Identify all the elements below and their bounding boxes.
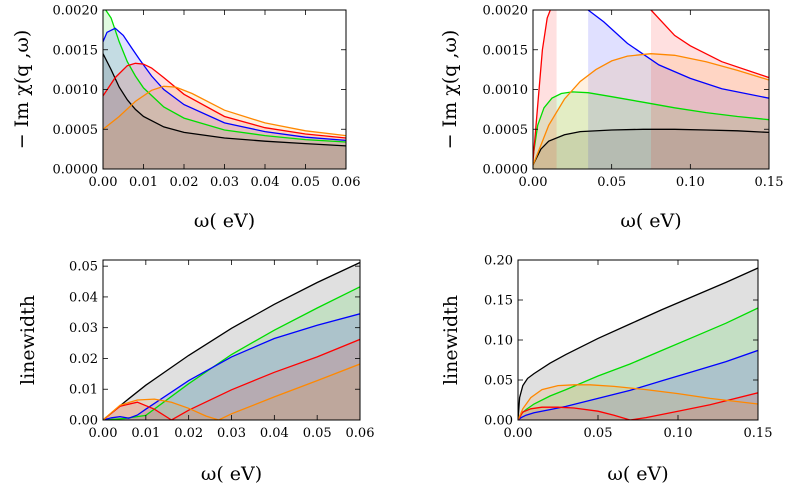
plot-area xyxy=(518,267,758,420)
x-tick-label: 0.01 xyxy=(129,175,158,190)
y-tick-label: 0.00 xyxy=(484,414,513,429)
y-axis-label: − Im χ(q ,ω) xyxy=(439,30,461,150)
series-line xyxy=(103,338,360,420)
x-tick-label: 0.02 xyxy=(170,175,199,190)
x-tick-label: 0.00 xyxy=(89,175,118,190)
series-line xyxy=(518,307,758,420)
series-line xyxy=(518,384,758,420)
series-area xyxy=(533,53,769,169)
series-line xyxy=(103,313,360,420)
series-line xyxy=(650,10,769,79)
series-area xyxy=(518,308,758,420)
y-axis-label: linewidth xyxy=(17,295,39,385)
x-tick-label: 0.03 xyxy=(210,175,239,190)
series-area xyxy=(518,268,758,420)
series-line xyxy=(533,53,769,166)
series-area xyxy=(518,350,758,420)
series-line xyxy=(103,363,360,420)
x-tick-label: 0.04 xyxy=(260,426,289,441)
x-tick-label: 0.10 xyxy=(676,175,705,190)
y-tick-label: 0.01 xyxy=(69,383,98,398)
x-tick-label: 0.15 xyxy=(744,426,773,441)
x-tick-label: 0.15 xyxy=(755,175,784,190)
x-tick-label: 0.05 xyxy=(291,175,320,190)
x-tick-label: 0.06 xyxy=(346,426,375,441)
x-tick-label: 0.03 xyxy=(217,426,246,441)
series-area xyxy=(103,28,346,169)
y-axis-label: linewidth xyxy=(440,295,462,385)
series-line xyxy=(518,349,758,420)
y-tick-label: 0.0000 xyxy=(53,163,99,178)
y-axis-label: − Im χ(q ,ω) xyxy=(11,30,33,150)
x-tick-label: 0.05 xyxy=(597,175,626,190)
series-area xyxy=(103,313,360,420)
y-tick-label: 0.05 xyxy=(69,260,98,275)
x-tick-label: 0.05 xyxy=(584,426,613,441)
series-area xyxy=(533,10,557,169)
series-area xyxy=(533,129,769,169)
x-axis-label: ω( eV) xyxy=(620,210,681,232)
y-tick-label: 0.15 xyxy=(484,294,513,309)
series-line xyxy=(103,53,346,147)
y-tick-label: 0.00 xyxy=(69,414,98,429)
y-tick-label: 0.0005 xyxy=(53,123,99,138)
series-line xyxy=(518,392,758,420)
y-tick-label: 0.0005 xyxy=(483,123,529,138)
series-line xyxy=(587,10,769,99)
series-line xyxy=(533,10,552,162)
series-area xyxy=(518,392,758,420)
y-tick-label: 0.0010 xyxy=(53,83,99,98)
series-area xyxy=(103,10,346,169)
series-line xyxy=(103,27,346,142)
x-tick-label: 0.02 xyxy=(174,426,203,441)
y-tick-label: 0.0010 xyxy=(483,83,529,98)
x-tick-label: 0.04 xyxy=(251,175,280,190)
series-area xyxy=(103,286,360,420)
series-line xyxy=(104,10,346,143)
chart-panel-2: 0.00 0.05 0.10 0.15 0.0000 0.0005 0.0010 0.0015… xyxy=(439,4,784,233)
series-area xyxy=(103,339,360,420)
chart-panel-4: 0.00 0.05 0.10 0.15 0.00 0.05 0.10 0.15 0.20 ω( e… xyxy=(440,254,772,486)
y-tick-label: 0.0020 xyxy=(483,4,529,19)
series-line xyxy=(103,85,346,137)
y-tick-label: 0.0020 xyxy=(53,4,99,19)
y-tick-label: 0.03 xyxy=(69,321,98,336)
series-area xyxy=(103,262,360,420)
series-area xyxy=(103,53,346,169)
y-tick-label: 0.20 xyxy=(484,254,513,269)
series-area xyxy=(518,384,758,420)
series-line xyxy=(533,91,769,158)
chart-panel-3: 0.00 0.01 0.02 0.03 0.04 0.05 0.06 0.00 0.01 0.02… xyxy=(17,259,375,485)
chart-panel-1: 0.00 0.01 0.02 0.03 0.04 0.05 0.06 0.0000 0.0005… xyxy=(11,4,360,233)
series-area xyxy=(533,91,769,169)
y-tick-label: 0.04 xyxy=(69,290,98,305)
series-line xyxy=(533,128,769,166)
series-line xyxy=(103,261,360,420)
plot-area xyxy=(103,10,346,169)
x-tick-label: 0.10 xyxy=(664,426,693,441)
y-tick-label: 0.10 xyxy=(484,334,513,349)
x-tick-label: 0.05 xyxy=(303,426,332,441)
y-tick-label: 0.0015 xyxy=(53,43,99,58)
series-line xyxy=(518,267,758,420)
x-axis-label: ω( eV) xyxy=(201,463,262,485)
y-tick-label: 0.05 xyxy=(484,374,513,389)
x-tick-label: 0.06 xyxy=(332,175,361,190)
series-line xyxy=(103,62,346,139)
y-tick-label: 0.02 xyxy=(69,352,98,367)
x-tick-label: 0.00 xyxy=(519,175,548,190)
series-area xyxy=(103,364,360,420)
y-tick-label: 0.0015 xyxy=(483,43,529,58)
plot-area xyxy=(103,261,360,420)
x-tick-label: 0.00 xyxy=(504,426,533,441)
plot-area xyxy=(533,10,769,169)
x-tick-label: 0.00 xyxy=(89,426,118,441)
x-axis-label: ω( eV) xyxy=(194,210,255,232)
y-tick-label: 0.0000 xyxy=(483,163,529,178)
x-tick-label: 0.01 xyxy=(131,426,160,441)
x-axis-label: ω( eV) xyxy=(607,463,668,485)
